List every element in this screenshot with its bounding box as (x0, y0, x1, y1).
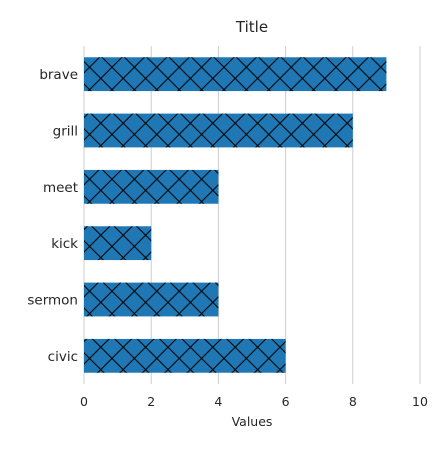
grid-layer (83, 46, 421, 384)
category-label-meet: meet (43, 180, 78, 196)
x-tick-label: 10 (412, 394, 428, 409)
category-label-grill: grill (53, 124, 78, 140)
bar-brave (84, 57, 387, 92)
x-tick-label: 4 (214, 394, 222, 409)
label-layer: 0 2 4 6 8 10 brave grill meet kick sermon civic (27, 67, 428, 409)
bar-kick (84, 226, 152, 261)
x-tick-label: 2 (147, 394, 155, 409)
category-label-kick: kick (51, 236, 78, 252)
bar-hatch (84, 169, 219, 204)
chart-title: Title (235, 18, 268, 36)
bar-hatch (84, 226, 152, 261)
bar-layer (84, 57, 387, 373)
x-tick-label: 6 (282, 394, 290, 409)
bar-grill (84, 113, 353, 148)
x-tick-label: 0 (80, 394, 88, 409)
bar-meet (84, 169, 219, 204)
bar-hatch (84, 57, 387, 92)
category-label-sermon: sermon (27, 293, 78, 309)
bar-sermon (84, 282, 219, 317)
category-label-civic: civic (48, 349, 78, 365)
bar-civic (84, 338, 286, 373)
bar-hatch (84, 338, 286, 373)
bar-hatch (84, 282, 219, 317)
x-tick-label: 8 (349, 394, 357, 409)
category-label-brave: brave (39, 67, 78, 83)
bar-hatch (84, 113, 353, 148)
x-axis-label: Values (232, 414, 273, 429)
